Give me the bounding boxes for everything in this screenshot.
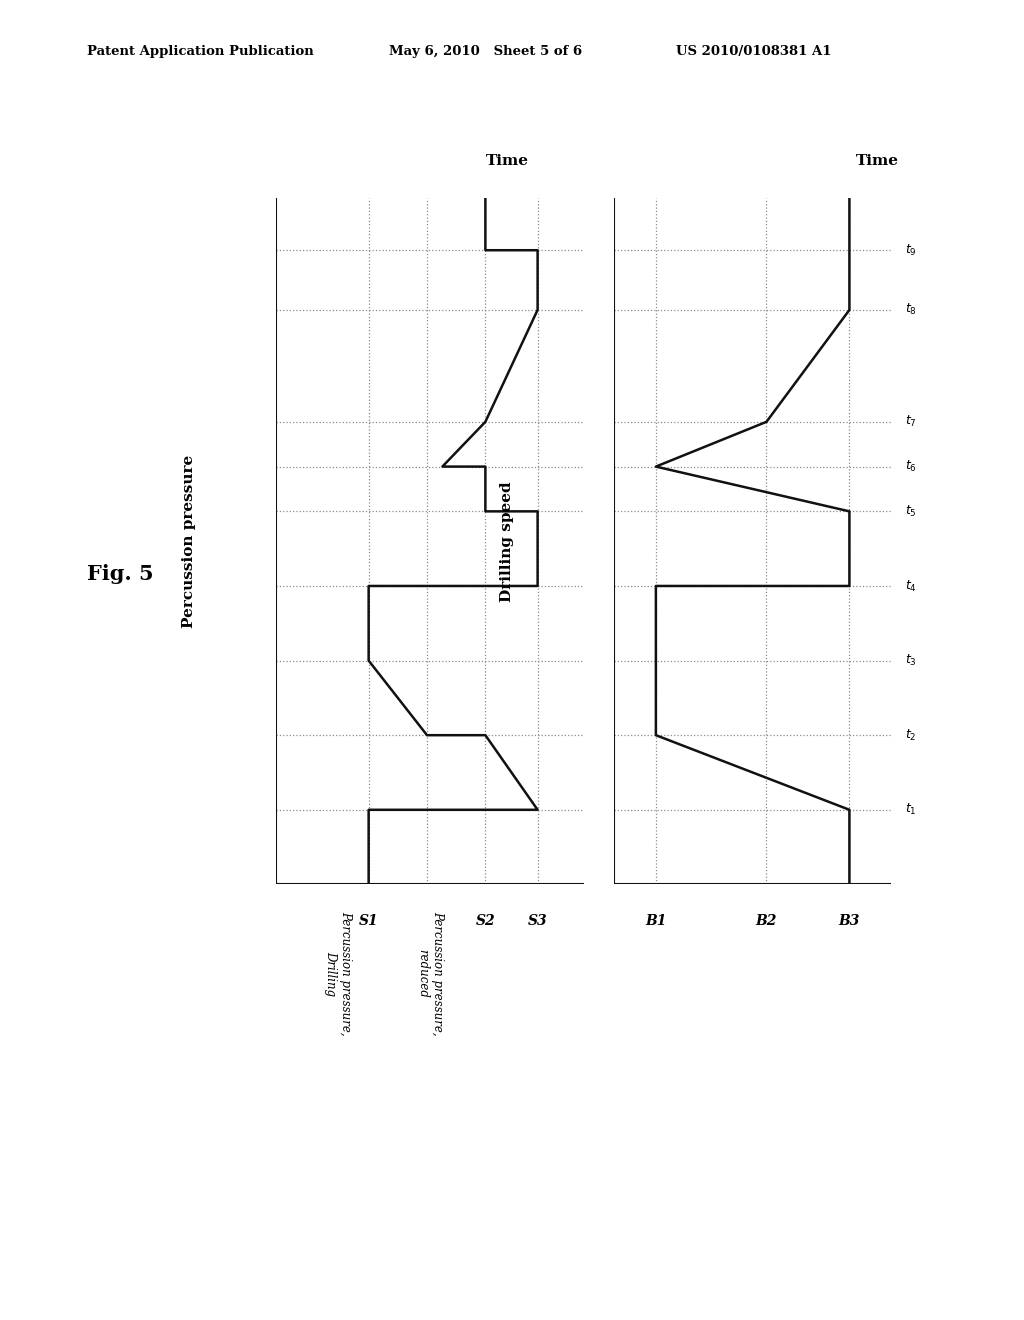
Text: Drilling speed: Drilling speed — [500, 480, 514, 602]
Text: S1: S1 — [358, 915, 379, 928]
Text: B1: B1 — [645, 915, 667, 928]
Text: S3: S3 — [527, 915, 548, 928]
Text: $t_1$: $t_1$ — [905, 803, 916, 817]
Text: $t_3$: $t_3$ — [905, 653, 916, 668]
Text: $t_2$: $t_2$ — [905, 727, 916, 743]
Text: $t_7$: $t_7$ — [905, 414, 916, 429]
Text: US 2010/0108381 A1: US 2010/0108381 A1 — [676, 45, 831, 58]
Text: $t_8$: $t_8$ — [905, 302, 916, 318]
Text: Time: Time — [485, 154, 528, 168]
Text: B2: B2 — [756, 915, 777, 928]
Text: Percussion pressure,
reduced: Percussion pressure, reduced — [416, 911, 444, 1035]
Text: Percussion pressure,
Drilling: Percussion pressure, Drilling — [324, 911, 352, 1035]
Text: $t_9$: $t_9$ — [905, 243, 916, 257]
Text: $t_5$: $t_5$ — [905, 504, 916, 519]
Text: Percussion pressure: Percussion pressure — [182, 454, 197, 628]
Text: $t_6$: $t_6$ — [905, 459, 916, 474]
Text: Fig. 5: Fig. 5 — [87, 564, 154, 585]
Text: Time: Time — [856, 154, 898, 168]
Text: May 6, 2010   Sheet 5 of 6: May 6, 2010 Sheet 5 of 6 — [389, 45, 583, 58]
Text: B3: B3 — [839, 915, 860, 928]
Text: Patent Application Publication: Patent Application Publication — [87, 45, 313, 58]
Text: S2: S2 — [475, 915, 496, 928]
Text: $t_4$: $t_4$ — [905, 578, 916, 594]
